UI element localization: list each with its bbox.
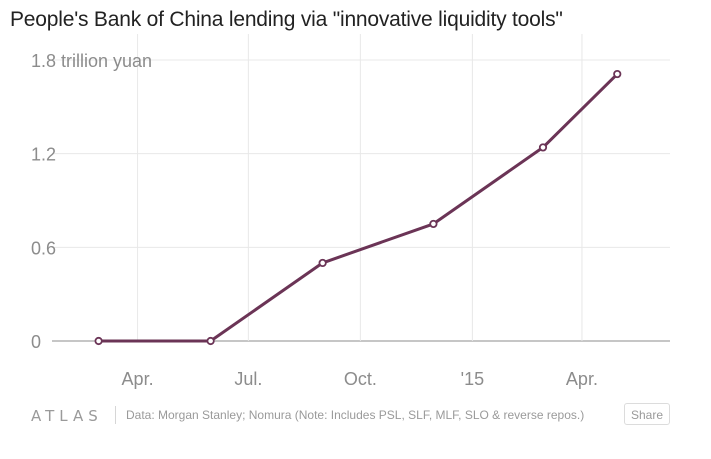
source-note: Data: Morgan Stanley; Nomura (Note: Incl… <box>126 408 585 422</box>
data-point <box>206 336 215 346</box>
x-tick-label: Apr. <box>122 369 154 389</box>
share-button[interactable]: Share <box>624 403 670 425</box>
y-tick-label: 0 <box>31 332 41 352</box>
data-point <box>538 143 548 152</box>
line-chart: 0 0.6 1.2 1.8 trillion yuan Apr. Jul. Oct. '15… <box>31 34 670 389</box>
y-tick-label: 0.6 <box>31 238 56 258</box>
data-point <box>318 258 327 268</box>
series-layer <box>94 69 622 346</box>
y-axis-labels: 0 0.6 1.2 1.8 trillion yuan <box>31 51 152 352</box>
x-tick-label: '15 <box>461 369 484 389</box>
footer-divider <box>115 406 116 424</box>
data-point <box>429 219 438 229</box>
y-tick-label: 1.2 <box>31 145 56 165</box>
data-point <box>613 69 622 79</box>
chart-title: People's Bank of China lending via "inno… <box>10 8 563 31</box>
series-line <box>98 73 619 343</box>
gridlines <box>52 34 670 342</box>
x-axis-labels: Apr. Jul. Oct. '15 Apr. <box>122 369 598 389</box>
y-tick-label: 1.8 trillion yuan <box>31 51 152 71</box>
atlas-logo[interactable]: ATLAS <box>31 407 103 425</box>
chart-footer: ATLAS Data: Morgan Stanley; Nomura (Note… <box>0 396 711 436</box>
x-tick-label: Oct. <box>344 369 377 389</box>
data-point <box>94 336 103 346</box>
x-tick-label: Jul. <box>234 369 262 389</box>
x-tick-label: Apr. <box>566 369 598 389</box>
